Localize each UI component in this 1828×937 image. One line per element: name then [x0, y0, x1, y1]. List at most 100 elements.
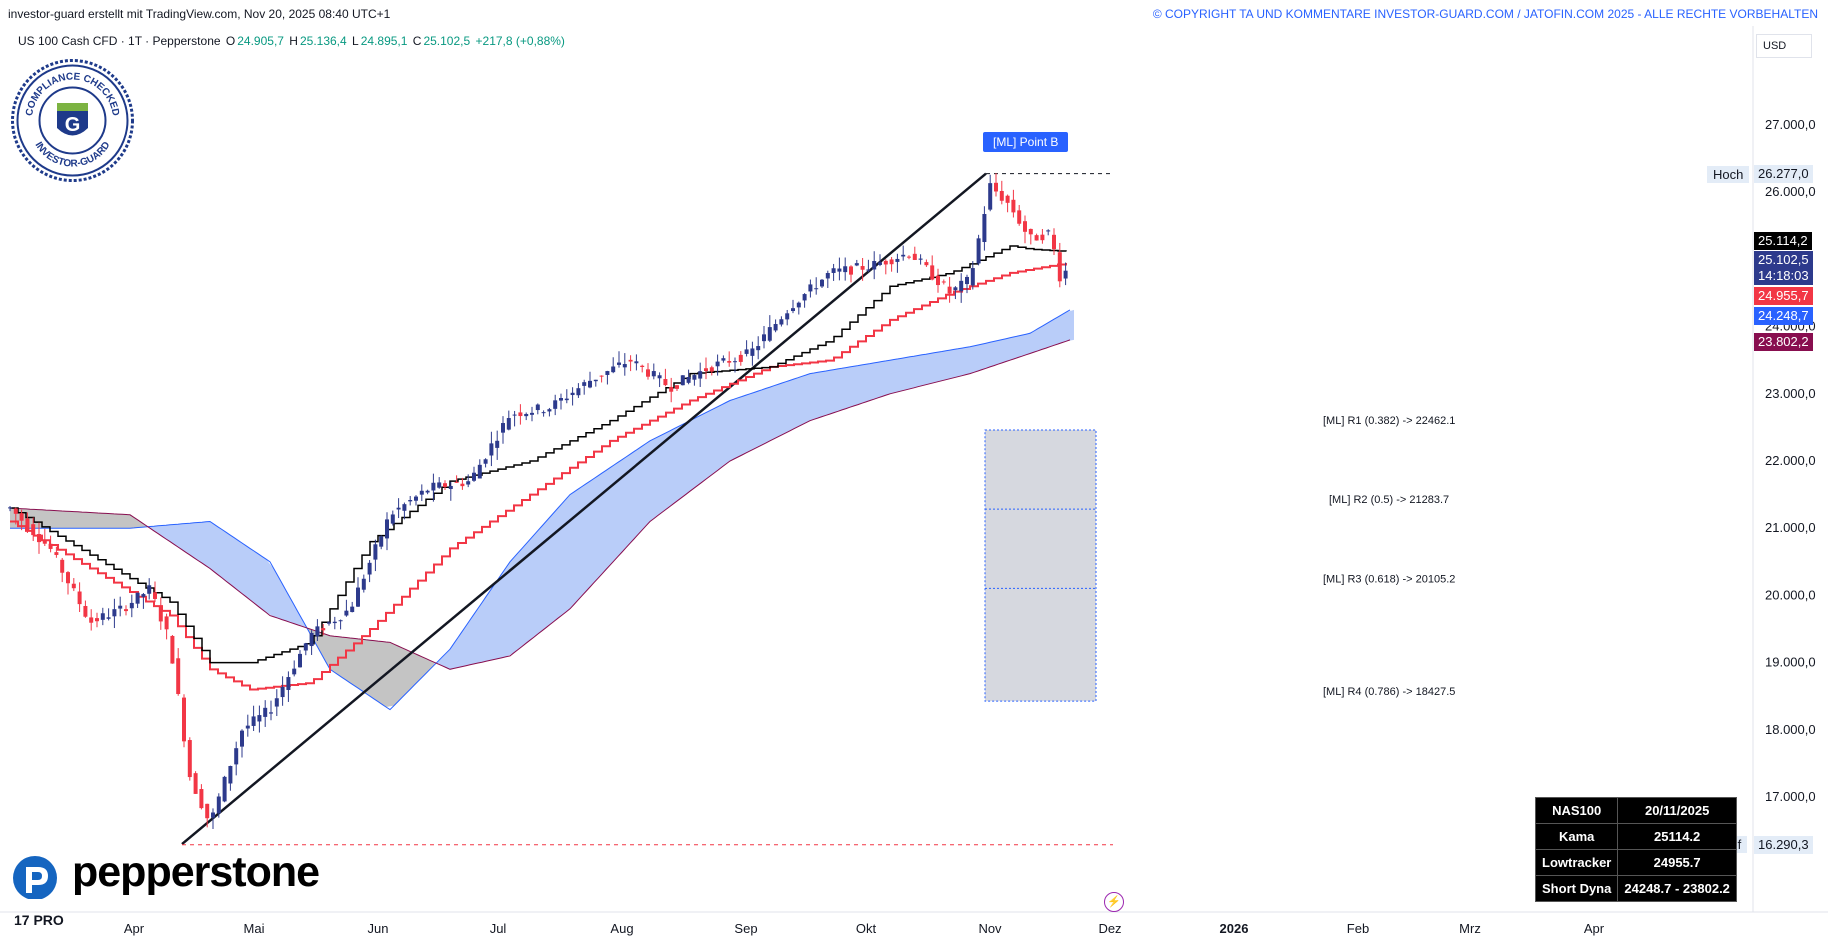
candle-body[interactable]	[796, 302, 801, 308]
candle-body[interactable]	[454, 481, 459, 483]
candle-body[interactable]	[501, 423, 505, 433]
candle-body[interactable]	[1005, 195, 1010, 203]
candle-body[interactable]	[414, 496, 418, 501]
candle-body[interactable]	[657, 375, 662, 379]
candle-body[interactable]	[744, 349, 749, 354]
fib-level-label[interactable]: [ML] R1 (0.382) -> 22462.1	[1323, 415, 1455, 427]
candle-body[interactable]	[1052, 234, 1056, 250]
candle-body[interactable]	[999, 190, 1004, 201]
candle-body[interactable]	[66, 572, 70, 584]
candle-body[interactable]	[907, 256, 911, 258]
candle-body[interactable]	[593, 379, 598, 382]
candle-body[interactable]	[25, 518, 30, 531]
candle-body[interactable]	[640, 365, 645, 367]
candle-body[interactable]	[298, 653, 302, 668]
candle-body[interactable]	[773, 324, 778, 331]
candle-body[interactable]	[1034, 235, 1039, 241]
candle-body[interactable]	[141, 594, 146, 597]
candle-body[interactable]	[234, 748, 239, 765]
candle-body[interactable]	[425, 490, 430, 493]
candle-body[interactable]	[95, 618, 99, 622]
candle-body[interactable]	[709, 367, 714, 372]
fib-level-label[interactable]: [ML] R4 (0.786) -> 18427.5	[1323, 686, 1455, 698]
candle-body[interactable]	[878, 262, 882, 265]
trend-line[interactable]	[181, 172, 987, 845]
candle-body[interactable]	[77, 591, 82, 605]
candle-body[interactable]	[837, 268, 842, 272]
candle-body[interactable]	[617, 362, 621, 365]
candle-body[interactable]	[361, 578, 366, 590]
currency-selector[interactable]: USD	[1756, 34, 1812, 58]
candle-body[interactable]	[211, 812, 215, 818]
candle-body[interactable]	[559, 397, 563, 401]
candle-body[interactable]	[599, 375, 604, 377]
fib-retracement-box[interactable]	[984, 429, 1097, 702]
candle-body[interactable]	[13, 508, 18, 514]
candle-body[interactable]	[680, 375, 685, 386]
candle-body[interactable]	[245, 725, 250, 729]
candle-body[interactable]	[158, 605, 163, 622]
candle-body[interactable]	[83, 605, 88, 617]
candle-body[interactable]	[889, 259, 894, 265]
candle-body[interactable]	[860, 266, 865, 270]
candle-body[interactable]	[541, 412, 546, 414]
candle-body[interactable]	[240, 730, 244, 747]
candle-body[interactable]	[89, 617, 94, 623]
candle-body[interactable]	[48, 543, 53, 549]
candle-body[interactable]	[588, 380, 592, 388]
candle-body[interactable]	[704, 368, 708, 372]
candle-body[interactable]	[338, 620, 343, 622]
candle-body[interactable]	[849, 266, 853, 275]
candle-body[interactable]	[466, 481, 471, 485]
candle-body[interactable]	[669, 386, 674, 392]
candle-body[interactable]	[269, 712, 273, 714]
candle-body[interactable]	[19, 513, 24, 521]
candle-body[interactable]	[419, 490, 424, 495]
candle-body[interactable]	[930, 265, 935, 280]
candle-body[interactable]	[854, 263, 859, 266]
candle-body[interactable]	[147, 585, 152, 594]
candle-body[interactable]	[994, 182, 998, 192]
candle-body[interactable]	[54, 552, 59, 555]
candle-body[interactable]	[547, 409, 552, 412]
candle-body[interactable]	[779, 319, 784, 325]
candle-body[interactable]	[866, 269, 871, 271]
candle-body[interactable]	[912, 253, 917, 260]
candle-body[interactable]	[263, 707, 268, 717]
candle-body[interactable]	[634, 361, 639, 364]
candles[interactable]	[8, 173, 1068, 829]
tradingview-logo[interactable]: 17 PRO	[14, 912, 64, 928]
candle-body[interactable]	[611, 366, 616, 373]
candle-body[interactable]	[738, 354, 743, 362]
candle-body[interactable]	[321, 628, 326, 631]
symbol-title[interactable]: US 100 Cash CFD · 1T · Pepperstone	[18, 34, 221, 48]
candle-body[interactable]	[257, 715, 262, 722]
candle-body[interactable]	[385, 519, 389, 539]
candle-body[interactable]	[970, 268, 975, 286]
candle-body[interactable]	[170, 635, 175, 664]
candle-body[interactable]	[205, 803, 210, 819]
candle-body[interactable]	[408, 500, 413, 502]
fib-level-label[interactable]: [ML] R2 (0.5) -> 21283.7	[1329, 494, 1449, 506]
candle-body[interactable]	[460, 483, 465, 487]
candle-body[interactable]	[692, 375, 697, 380]
candle-body[interactable]	[733, 361, 737, 363]
candle-body[interactable]	[431, 482, 436, 491]
candle-body[interactable]	[941, 281, 946, 283]
candle-body[interactable]	[1028, 228, 1033, 235]
point-b-label[interactable]: [ML] Point B	[983, 132, 1069, 152]
fib-level-label[interactable]: [ML] R3 (0.618) -> 20105.2	[1323, 573, 1455, 585]
candle-body[interactable]	[222, 776, 227, 802]
candle-body[interactable]	[31, 524, 36, 536]
candle-body[interactable]	[129, 602, 134, 609]
candle-body[interactable]	[808, 284, 813, 292]
candle-body[interactable]	[228, 766, 233, 784]
candle-body[interactable]	[895, 258, 900, 262]
candle-body[interactable]	[396, 507, 401, 510]
candle-body[interactable]	[936, 275, 940, 286]
candle-body[interactable]	[727, 361, 732, 363]
candle-body[interactable]	[721, 358, 726, 361]
candle-body[interactable]	[1017, 210, 1022, 224]
candle-body[interactable]	[489, 443, 494, 456]
candle-body[interactable]	[762, 334, 766, 342]
